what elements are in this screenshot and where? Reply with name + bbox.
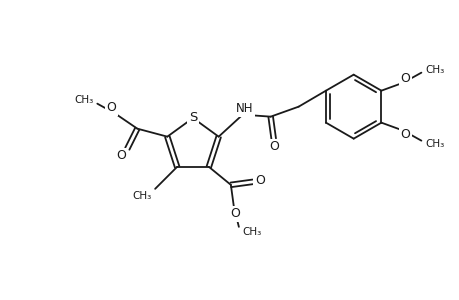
Text: O: O [400,128,409,141]
Text: O: O [400,72,409,85]
Text: CH₃: CH₃ [132,191,151,201]
Text: CH₃: CH₃ [425,139,444,149]
Text: O: O [106,101,116,114]
Text: O: O [116,149,126,162]
Text: O: O [254,174,264,187]
Text: CH₃: CH₃ [242,227,261,237]
Text: S: S [188,110,197,124]
Text: O: O [269,140,279,153]
Text: NH: NH [235,102,253,115]
Text: CH₃: CH₃ [74,95,94,105]
Text: O: O [230,207,239,220]
Text: CH₃: CH₃ [425,65,444,75]
